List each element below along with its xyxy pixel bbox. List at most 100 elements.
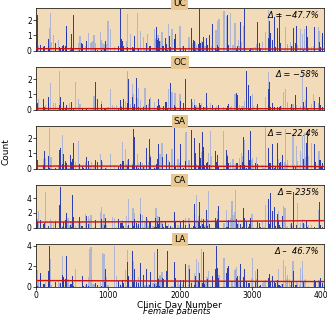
Bar [97, 163, 98, 169]
Bar [95, 160, 96, 169]
Bar [202, 283, 203, 287]
Bar [183, 220, 184, 228]
Bar [248, 150, 249, 169]
Bar [60, 222, 61, 228]
Bar [120, 226, 121, 228]
Bar [127, 160, 128, 169]
Bar [279, 168, 280, 169]
Bar [269, 21, 270, 51]
Bar [249, 283, 250, 287]
Bar [250, 218, 251, 228]
Bar [146, 217, 147, 228]
Bar [136, 166, 137, 169]
Bar [63, 226, 64, 228]
Bar [138, 168, 139, 169]
Bar [194, 105, 195, 110]
Bar [198, 281, 199, 287]
Bar [193, 226, 194, 228]
Bar [284, 226, 286, 228]
Bar [203, 282, 204, 287]
Bar [256, 44, 257, 51]
Bar [105, 219, 106, 228]
Bar [270, 163, 271, 169]
Bar [78, 141, 79, 169]
Bar [100, 282, 101, 287]
Bar [226, 283, 227, 287]
Bar [106, 277, 107, 287]
Bar [174, 215, 175, 228]
Bar [200, 152, 202, 169]
Bar [206, 163, 207, 169]
Bar [123, 46, 124, 51]
Bar [249, 283, 250, 287]
Bar [158, 35, 159, 51]
Bar [204, 46, 206, 51]
Bar [108, 21, 109, 51]
Bar [318, 280, 319, 287]
Bar [71, 284, 72, 287]
Bar [37, 103, 38, 110]
Bar [137, 98, 139, 110]
Bar [318, 227, 319, 228]
Bar [95, 107, 96, 110]
Bar [36, 41, 37, 51]
Bar [142, 282, 143, 287]
Bar [105, 168, 106, 169]
Bar [63, 277, 64, 287]
Bar [60, 283, 61, 287]
Bar [159, 286, 160, 287]
Bar [296, 26, 297, 51]
Bar [149, 285, 150, 287]
Bar [48, 97, 49, 110]
Bar [237, 95, 238, 110]
Bar [70, 49, 71, 51]
Bar [95, 224, 96, 228]
Bar [138, 284, 139, 287]
Bar [79, 104, 80, 110]
Bar [200, 286, 202, 287]
Bar [132, 226, 133, 228]
Bar [38, 283, 39, 287]
Bar [296, 225, 297, 228]
Bar [302, 219, 303, 228]
Bar [89, 219, 90, 228]
Bar [158, 279, 159, 287]
Bar [285, 108, 286, 110]
Bar [302, 224, 303, 228]
Bar [217, 219, 218, 228]
Bar [297, 283, 298, 287]
Text: Count: Count [2, 138, 11, 165]
Bar [185, 264, 186, 287]
Bar [300, 106, 301, 110]
Bar [37, 226, 38, 228]
Bar [207, 280, 209, 287]
Bar [255, 47, 256, 51]
Bar [118, 48, 119, 51]
Bar [320, 160, 321, 169]
Bar [55, 168, 56, 169]
Bar [195, 222, 196, 228]
Bar [287, 43, 288, 51]
Bar [279, 226, 280, 228]
Bar [122, 220, 123, 228]
Bar [285, 129, 286, 169]
Bar [106, 44, 107, 51]
Bar [226, 108, 227, 110]
Bar [43, 284, 44, 287]
Bar [157, 221, 158, 228]
Bar [123, 283, 124, 287]
Bar [167, 226, 168, 228]
Bar [246, 282, 247, 287]
Bar [314, 279, 315, 287]
Bar [287, 102, 288, 110]
Bar [292, 46, 294, 51]
Bar [257, 222, 258, 228]
Bar [318, 27, 319, 51]
Bar [60, 97, 61, 110]
Bar [43, 104, 44, 110]
Bar [268, 199, 269, 228]
Bar [143, 106, 145, 110]
Bar [272, 109, 273, 110]
Bar [228, 45, 229, 51]
Bar [279, 13, 280, 51]
